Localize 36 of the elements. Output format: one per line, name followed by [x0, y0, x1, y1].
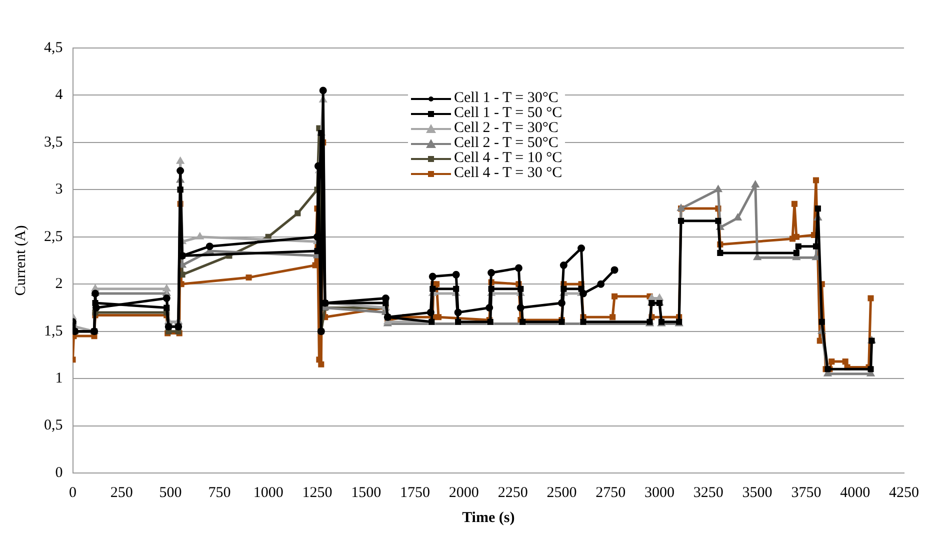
y-tick-label: 4	[55, 87, 64, 104]
x-tick-label: 1250	[302, 484, 332, 501]
x-tick-label: 2000	[448, 484, 479, 501]
y-tick-label: 1	[55, 370, 63, 386]
legend-label: Cell 2 - T = 50°C	[454, 135, 558, 151]
x-tick-label: 4250	[889, 484, 919, 501]
x-tick-label: 0	[69, 484, 76, 501]
x-tick-label: 1750	[400, 484, 430, 501]
x-tick-label: 3250	[693, 484, 724, 501]
y-tick-label: 0	[55, 464, 63, 481]
y-tick-label: 1,5	[44, 323, 63, 340]
legend-label: Cell 4 - T = 30 °C	[454, 165, 562, 181]
legend-label: Cell 2 - T = 30°C	[454, 120, 558, 136]
x-tick-label: 2750	[596, 484, 626, 501]
x-tick-label: 3750	[791, 484, 822, 501]
x-tick-label: 4000	[840, 484, 870, 501]
y-axis-title: Current (A)	[12, 225, 29, 296]
x-tick-label: 2250	[498, 484, 528, 501]
y-tick-label: 3,5	[44, 134, 63, 150]
y-tick-label: 0,5	[44, 418, 63, 434]
x-tick-label: 1000	[253, 484, 284, 501]
y-tick-label: 3	[55, 182, 63, 198]
x-tick-label: 500	[159, 484, 182, 501]
y-tick-label: 2,5	[44, 228, 63, 245]
x-tick-label: 2500	[546, 484, 577, 501]
x-tick-label: 1500	[351, 484, 382, 501]
legend-label: Cell 1 - T = 30°C	[454, 90, 558, 106]
x-tick-label: 250	[110, 484, 133, 501]
x-tick-label: 3000	[644, 484, 675, 501]
x-tick-label: 750	[208, 484, 231, 501]
x-axis-title: Time (s)	[462, 510, 515, 526]
legend-label: Cell 1 - T = 50 °C	[454, 105, 562, 121]
y-tick-label: 4,5	[44, 40, 63, 56]
y-tick-label: 2	[55, 276, 63, 292]
legend-label: Cell 4 - T = 10 °C	[454, 150, 562, 166]
x-tick-label: 3500	[742, 484, 772, 501]
